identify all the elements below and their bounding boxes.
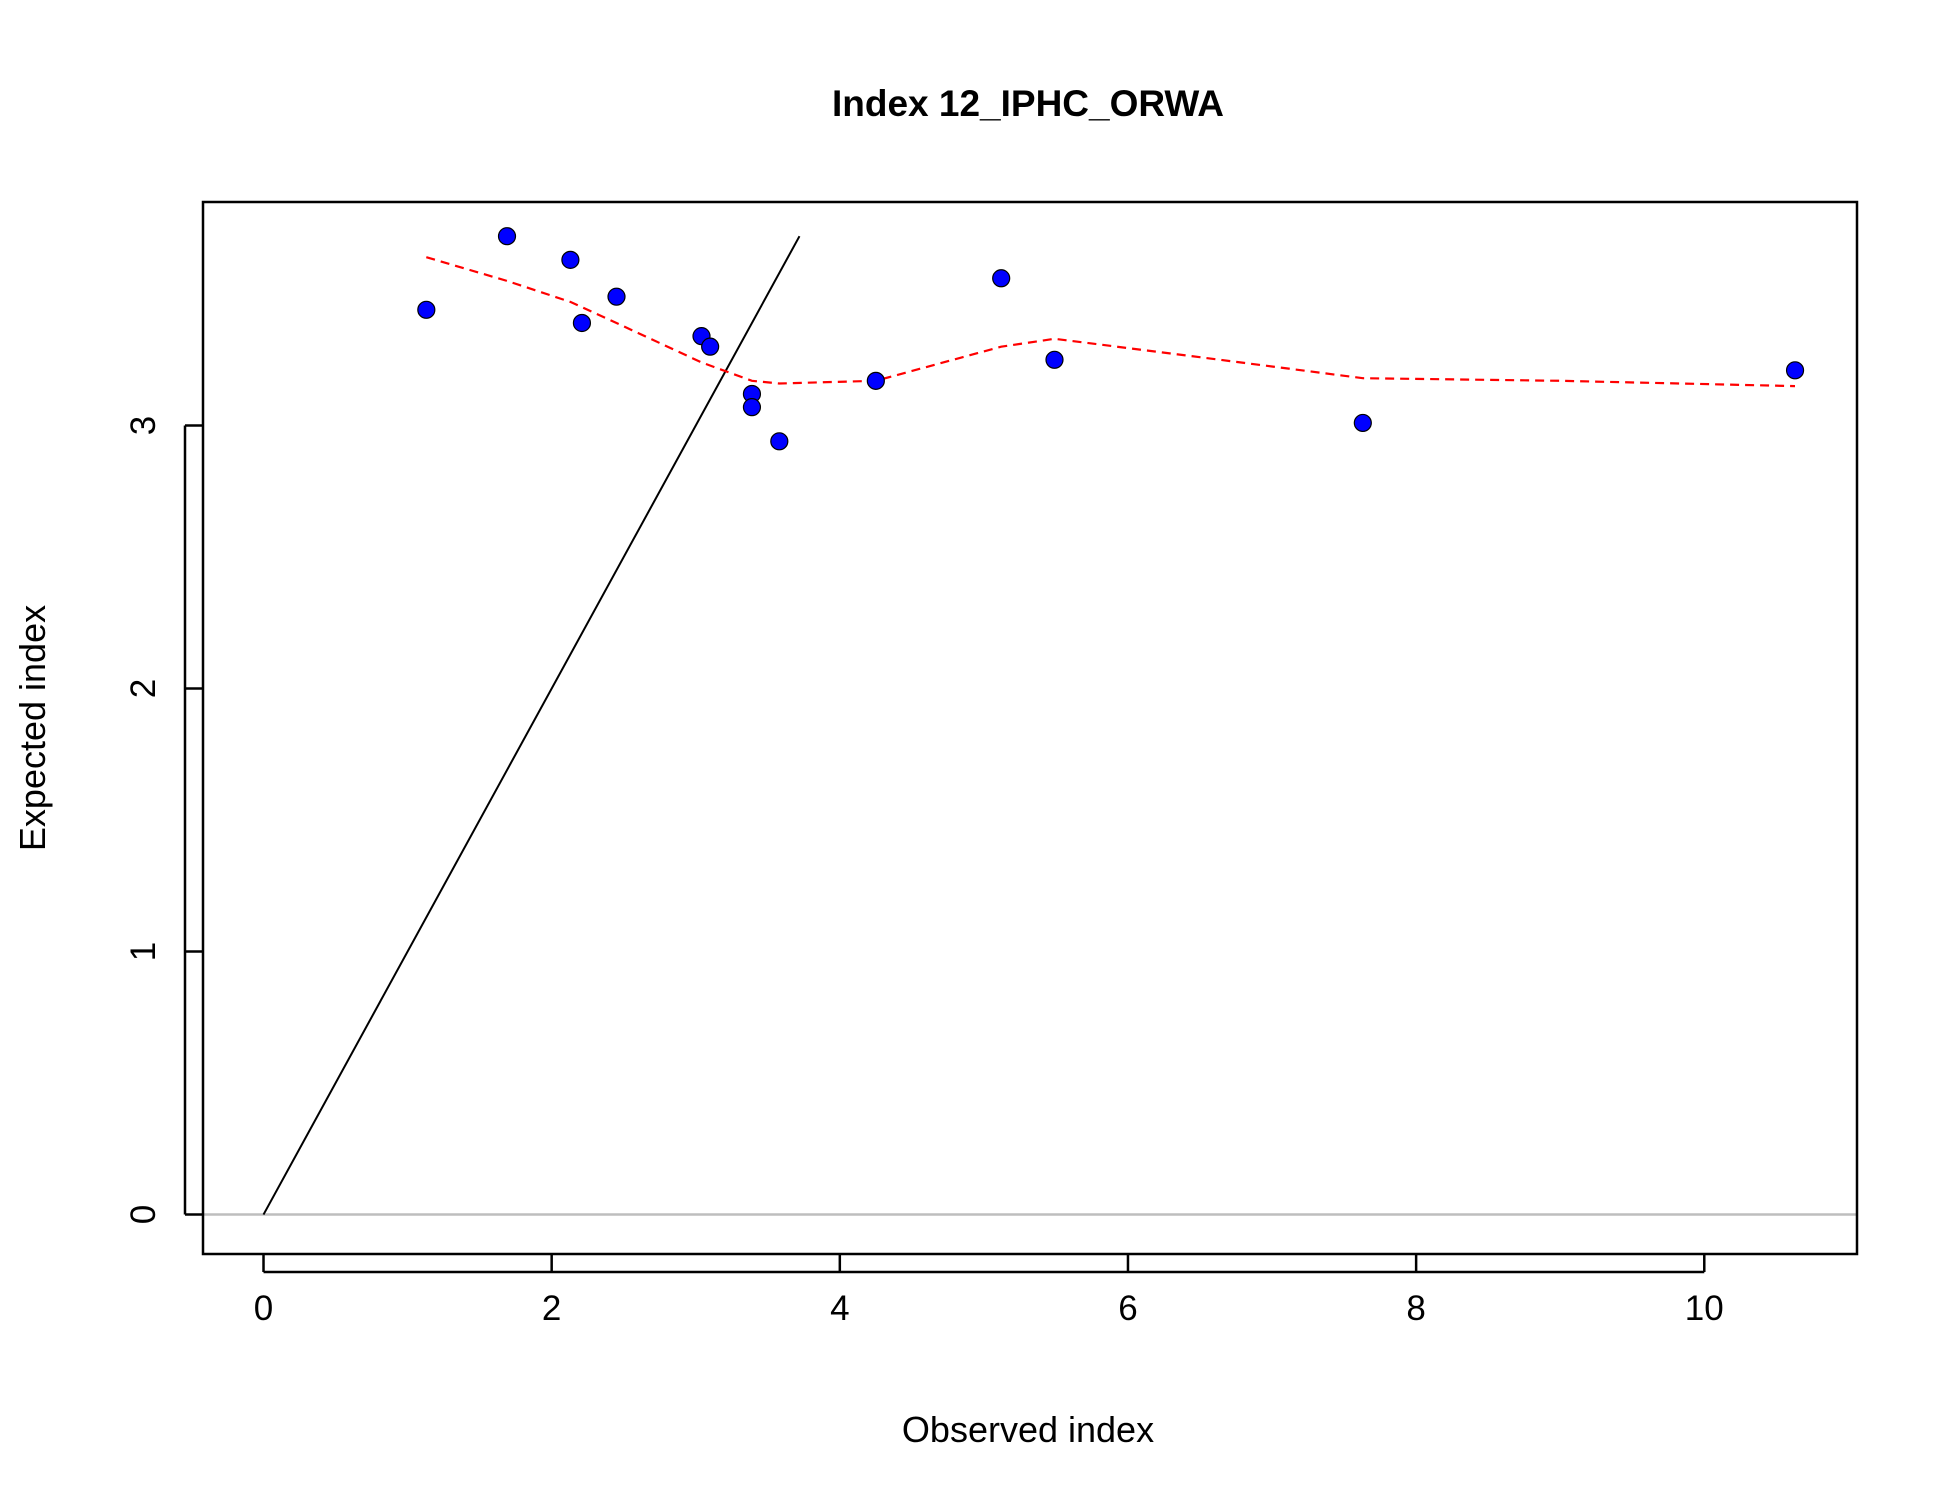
axes: 0 2 4 6 8 10 0 1 2 3 [124,416,1724,1328]
chart-title: Index 12_IPHC_ORWA [832,83,1224,124]
y-tick-label: 3 [124,416,163,435]
data-point [992,269,1011,288]
plot-area [203,227,1857,1216]
y-tick-label: 0 [124,1205,163,1224]
data-point [561,250,580,269]
x-tick-label: 8 [1406,1289,1425,1328]
identity-line [262,235,801,1216]
data-point [1045,350,1064,369]
y-axis-label: Expected index [12,605,53,851]
data-point [1785,361,1805,380]
y-tick-label: 1 [124,942,163,961]
x-axis-label: Observed index [902,1409,1154,1450]
plot-frame [201,200,1859,1256]
data-point [742,398,762,417]
data-point [701,337,720,356]
data-point [417,300,436,319]
data-point [770,432,789,451]
data-point [497,227,517,246]
data-point [1353,413,1372,433]
data-point [572,313,592,333]
data-point [607,287,626,306]
smoother-line [425,256,1796,388]
data-point [866,371,885,390]
x-tick-label: 6 [1118,1289,1137,1328]
x-tick-label: 4 [830,1289,849,1328]
x-tick-label: 2 [542,1289,561,1328]
y-tick-label: 2 [124,679,163,698]
x-tick-label: 0 [254,1289,273,1328]
x-tick-label: 10 [1685,1289,1724,1328]
